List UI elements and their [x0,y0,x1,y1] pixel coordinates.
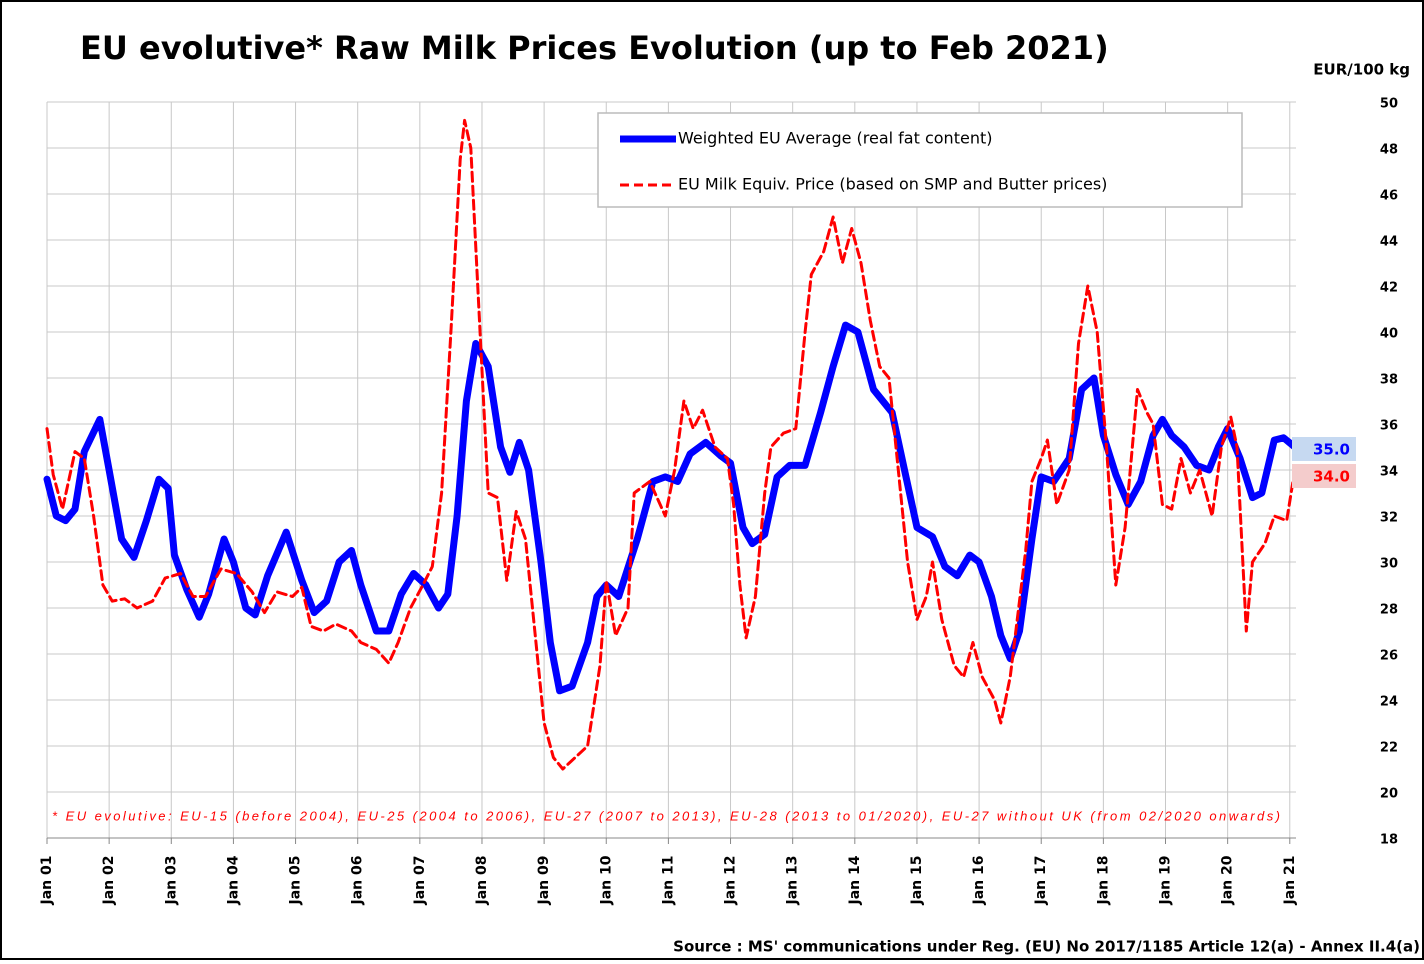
x-tick-label: Jan 13 [785,856,801,906]
y-tick-label: 48 [1380,143,1398,158]
annotation: * EU evolutive: EU-15 (before 2004), EU-… [52,808,1280,823]
x-tick-label: Jan 03 [163,856,179,906]
x-tick-label: Jan 07 [412,856,428,906]
y-tick-label: 20 [1380,787,1398,802]
chart-title: EU evolutive* Raw Milk Prices Evolution … [80,29,1109,67]
y-tick-label: 30 [1380,557,1398,572]
y-tick-label: 22 [1380,741,1398,756]
x-tick-label: Jan 04 [225,855,241,905]
x-tick-label: Jan 19 [1158,856,1174,906]
x-tick-label: Jan 16 [971,856,987,906]
x-tick-label: Jan 01 [39,856,55,906]
y-tick-label: 26 [1380,649,1398,664]
x-tick-label: Jan 12 [723,856,739,906]
x-tick-label: Jan 21 [1282,856,1298,906]
legend-box [597,112,1243,208]
legend-label: Weighted EU Average (real fat content) [678,129,992,148]
y-tick-label: 28 [1380,603,1398,618]
x-tick-label: Jan 08 [474,856,490,906]
y-tick-label: 18 [1380,833,1398,848]
source: Source : MS' communications under Reg. (… [673,938,1420,956]
x-tick-label: Jan 14 [847,855,863,905]
x-tick-label: Jan 10 [598,855,614,905]
y-tick-label: 24 [1380,695,1398,710]
y-tick-label: 32 [1380,511,1398,526]
x-tick-label: Jan 11 [660,856,676,906]
y-tick-label: 42 [1380,281,1398,296]
end-label: 35.0 [1313,441,1350,459]
y-tick-label: 44 [1380,235,1398,250]
series-line [45,118,1297,771]
end-label: 34.0 [1313,468,1350,486]
y-tick-label: 34 [1380,465,1398,480]
x-tick-label: Jan 15 [909,856,925,906]
x-tick-label: Jan 06 [350,856,366,906]
y-tick-label: 36 [1380,419,1398,434]
end-label-box [1292,464,1356,488]
x-tick-label: Jan 18 [1095,856,1111,906]
x-tick-label: Jan 17 [1033,856,1049,906]
x-tick-label: Jan 02 [101,856,117,906]
y-axis-label: EUR/100 kg [1313,61,1410,79]
x-tick-label: Jan 09 [536,856,552,906]
y-tick-label: 46 [1380,189,1398,204]
x-tick-label: Jan 05 [288,856,304,906]
end-label-box [1292,437,1356,461]
y-tick-label: 50 [1380,97,1398,112]
series-line [43,321,1299,695]
y-tick-label: 38 [1380,373,1398,388]
y-tick-label: 40 [1380,327,1398,342]
legend-label: EU Milk Equiv. Price (based on SMP and B… [678,175,1107,194]
x-tick-label: Jan 20 [1220,855,1236,905]
